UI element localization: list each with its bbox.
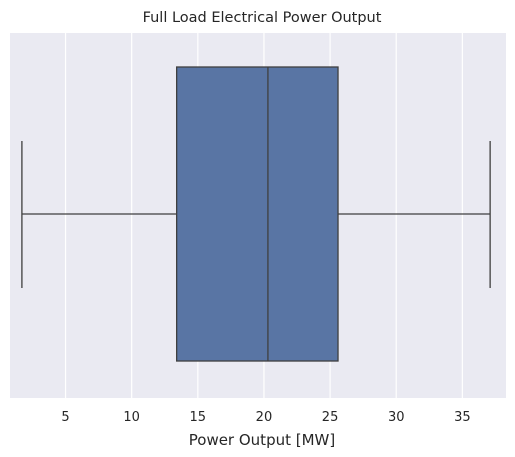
x-tick-labels: 5 10 15 20 25 30 35: [61, 410, 470, 425]
x-axis-label: Power Output [MW]: [189, 431, 335, 449]
x-tick-label: 5: [61, 410, 69, 425]
x-tick-label: 35: [454, 410, 471, 425]
chart-title: Full Load Electrical Power Output: [143, 10, 382, 26]
x-tick-label: 15: [190, 410, 207, 425]
x-tick-label: 10: [123, 410, 140, 425]
x-tick-label: 30: [388, 410, 405, 425]
box-marks: [21, 66, 491, 362]
iqr-box: [176, 66, 339, 362]
x-tick-label: 25: [322, 410, 339, 425]
x-tick-label: 20: [256, 410, 273, 425]
